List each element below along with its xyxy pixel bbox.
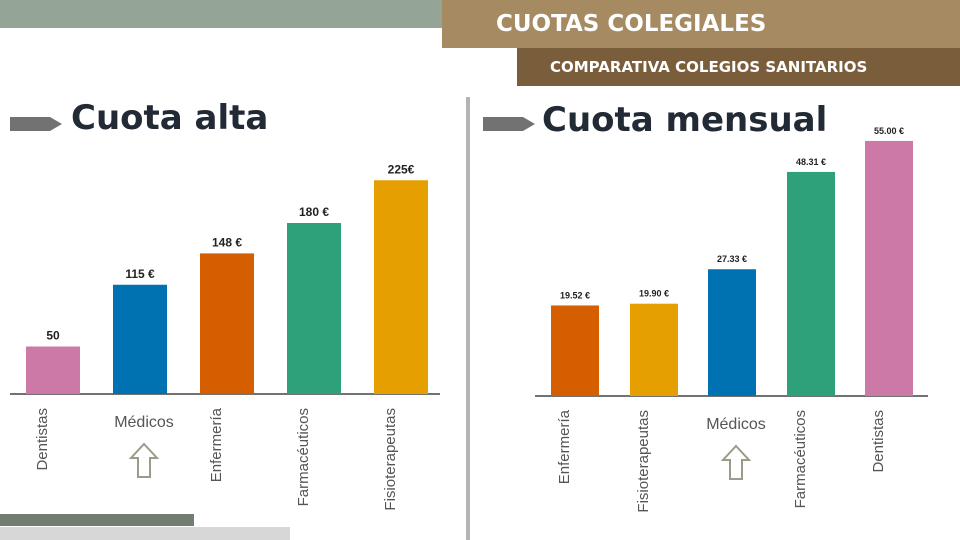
top-decor-bar — [0, 0, 445, 28]
bar-2 — [200, 253, 254, 394]
chart-title-cuota-mensual: Cuota mensual — [542, 100, 828, 140]
category-label-3: Farmacéuticos — [295, 408, 312, 506]
panel-divider — [466, 97, 470, 540]
data-label-0: 50 — [46, 329, 60, 343]
bar-1 — [630, 303, 678, 396]
data-label-3: 48.31 € — [796, 157, 826, 167]
arrow-up-icon — [128, 442, 160, 478]
data-label-3: 180 € — [299, 205, 329, 219]
category-label-1: Fisioterapeutas — [635, 410, 652, 513]
bar-4 — [374, 180, 428, 394]
bottom-decor-bar-light — [0, 527, 290, 540]
bar-0 — [551, 305, 599, 396]
data-label-4: 225€ — [388, 162, 415, 176]
category-label-2: Médicos — [706, 416, 766, 433]
header-subtitle: COMPARATIVA COLEGIOS SANITARIOS — [517, 48, 960, 86]
arrow-right-icon — [483, 117, 535, 131]
data-label-1: 19.90 € — [639, 289, 669, 299]
bar-3 — [787, 171, 835, 396]
bar-0 — [26, 346, 80, 394]
category-label-0: Dentistas — [34, 408, 51, 471]
data-label-2: 27.33 € — [717, 254, 747, 264]
bar-3 — [287, 223, 341, 394]
header-title: CUOTAS COLEGIALES — [442, 0, 960, 48]
bottom-decor-bar — [0, 514, 194, 526]
category-label-3: Farmacéuticos — [792, 410, 809, 508]
category-label-4: Dentistas — [870, 410, 887, 473]
chart-title-cuota-alta: Cuota alta — [71, 98, 269, 138]
data-label-1: 115 € — [125, 267, 155, 281]
arrow-up-icon — [720, 444, 752, 480]
category-label-2: Enfermería — [208, 407, 225, 482]
data-label-4: 55.00 € — [874, 126, 904, 136]
arrow-right-icon — [10, 117, 62, 131]
data-label-0: 19.52 € — [560, 290, 590, 300]
data-label-2: 148 € — [212, 235, 242, 249]
bar-4 — [865, 140, 913, 396]
category-label-4: Fisioterapeutas — [382, 408, 399, 511]
bar-2 — [708, 269, 756, 396]
category-label-1: Médicos — [114, 414, 174, 431]
bar-1 — [113, 284, 167, 394]
category-label-0: Enfermería — [556, 409, 573, 484]
